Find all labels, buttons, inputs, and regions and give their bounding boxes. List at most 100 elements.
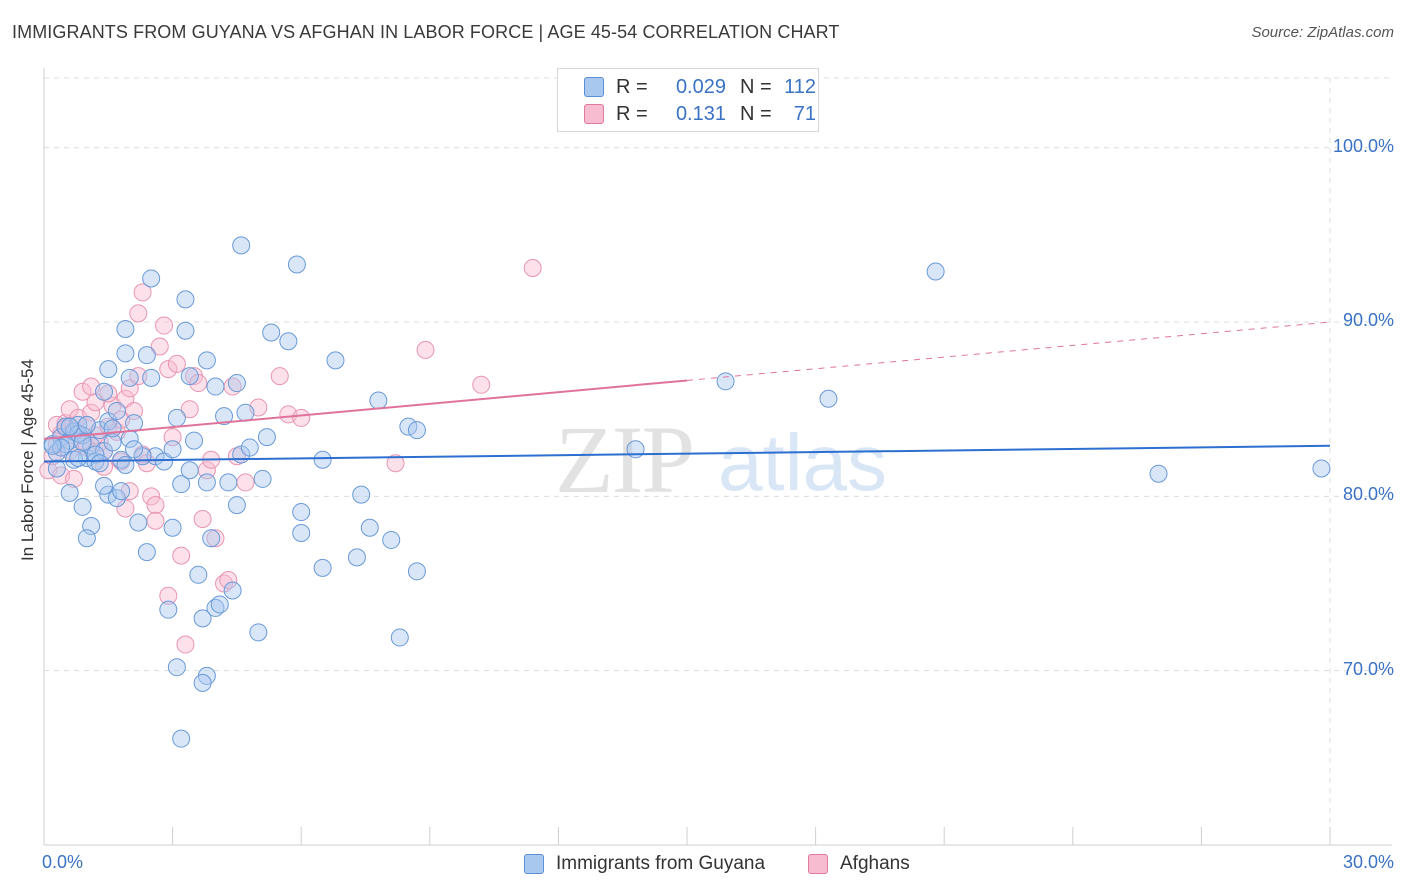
guyana-point <box>185 431 204 450</box>
legend-row-afghans: R = 0.131 N = 71 <box>584 102 816 126</box>
guyana-point <box>99 360 118 379</box>
afghan-point <box>116 389 135 408</box>
source-label: Source: ZipAtlas.com <box>1251 24 1394 41</box>
guyana-point <box>287 255 306 274</box>
afghan-point <box>167 354 186 373</box>
guyana-point <box>313 450 332 469</box>
guyana-point <box>112 482 131 501</box>
guyana-point <box>390 628 409 647</box>
guyana-point <box>116 320 135 339</box>
guyana-point <box>219 473 238 492</box>
guyana-point <box>407 562 426 581</box>
guyana-point <box>142 269 161 288</box>
guyana-point <box>172 475 191 494</box>
afghan-point <box>133 283 152 302</box>
guyana-point <box>197 351 216 370</box>
legend-n-value: 71 <box>793 102 816 125</box>
legend-r-label: R = <box>616 102 648 125</box>
guyana-point <box>262 323 281 342</box>
legend-swatch-pink <box>584 104 604 124</box>
guyana-point <box>189 565 208 584</box>
legend-row-guyana: R = 0.029 N = 112 <box>584 75 816 99</box>
guyana-point <box>206 377 225 396</box>
guyana-point <box>77 529 96 548</box>
afghan-point <box>159 360 178 379</box>
afghan-point <box>180 400 199 419</box>
guyana-point <box>103 433 122 452</box>
grid-lines <box>44 77 1392 845</box>
afghan-point <box>155 316 174 335</box>
guyana-point <box>103 419 122 438</box>
legend-r-value: 0.029 <box>675 75 726 98</box>
guyana-point <box>60 417 79 436</box>
guyana-point <box>407 421 426 440</box>
y-tick-label: 80.0% <box>1342 484 1394 505</box>
afghan-point <box>129 304 148 323</box>
bottom-legend-guyana: Immigrants from Guyana <box>524 851 765 877</box>
guyana-point <box>210 595 229 614</box>
trend-lines <box>43 321 1331 463</box>
guyana-point <box>159 600 178 619</box>
x-tick-min: 0.0% <box>42 852 84 872</box>
guyana-point <box>77 415 96 434</box>
guyana-point <box>819 389 838 408</box>
guyana-point <box>926 262 945 281</box>
afghan-point <box>65 469 84 488</box>
guyana-point <box>253 469 272 488</box>
guyana-point <box>292 523 311 542</box>
guyana-point <box>716 372 735 391</box>
guyana-point <box>90 454 109 473</box>
guyana-point <box>326 351 345 370</box>
guyana-point <box>180 367 199 386</box>
afghan-point <box>206 529 225 548</box>
watermark-zip: ZIP <box>555 406 693 513</box>
afghan-point <box>176 635 195 654</box>
y-tick-label: 70.0% <box>1342 658 1394 679</box>
guyana-point <box>352 485 371 504</box>
afghan-point <box>219 571 238 590</box>
guyana-trend-line <box>43 444 1331 463</box>
legend-n-label: N = <box>740 75 772 98</box>
legend-r-label: R = <box>616 75 648 98</box>
chart-title: IMMIGRANTS FROM GUYANA VS AFGHAN IN LABO… <box>12 22 840 42</box>
afghan-point <box>159 586 178 605</box>
guyana-point <box>223 581 242 600</box>
afghan-point <box>523 259 542 278</box>
guyana-point <box>369 391 388 410</box>
y-tick-label: 90.0% <box>1342 310 1394 331</box>
bottom-legend-label: Afghans <box>840 853 910 874</box>
guyana-point <box>73 497 92 516</box>
guyana-point <box>142 368 161 387</box>
guyana-point <box>86 445 105 464</box>
guyana-point <box>120 368 139 387</box>
y-tick-label: 100.0% <box>1332 135 1394 156</box>
watermark-atlas: atlas <box>718 418 887 507</box>
guyana-point <box>197 473 216 492</box>
guyana-point <box>279 332 298 351</box>
guyana-point <box>47 459 66 478</box>
guyana-point <box>1149 464 1168 483</box>
guyana-point <box>60 483 79 502</box>
guyana-point <box>137 543 156 562</box>
bottom-legend-afghans: Afghans <box>808 851 910 877</box>
guyana-point <box>360 518 379 537</box>
guyana-point <box>172 729 191 748</box>
bottom-swatch-blue <box>524 854 544 874</box>
guyana-point <box>193 609 212 628</box>
guyana-point <box>292 503 311 522</box>
afghan-point <box>150 337 169 356</box>
afghan-point <box>472 375 491 394</box>
afghan-point <box>172 546 191 565</box>
guyana-point <box>155 452 174 471</box>
afghan-point <box>163 428 182 447</box>
afghan-point <box>142 487 161 506</box>
legend-r-value: 0.131 <box>675 102 726 125</box>
legend-n-label: N = <box>740 102 772 125</box>
guyana-point <box>1312 459 1331 478</box>
afghan-point <box>146 511 165 530</box>
guyana-point <box>116 455 135 474</box>
guyana-point <box>125 440 144 459</box>
guyana-point <box>163 518 182 537</box>
guyana-point <box>202 529 221 548</box>
afghan-point <box>416 340 435 359</box>
